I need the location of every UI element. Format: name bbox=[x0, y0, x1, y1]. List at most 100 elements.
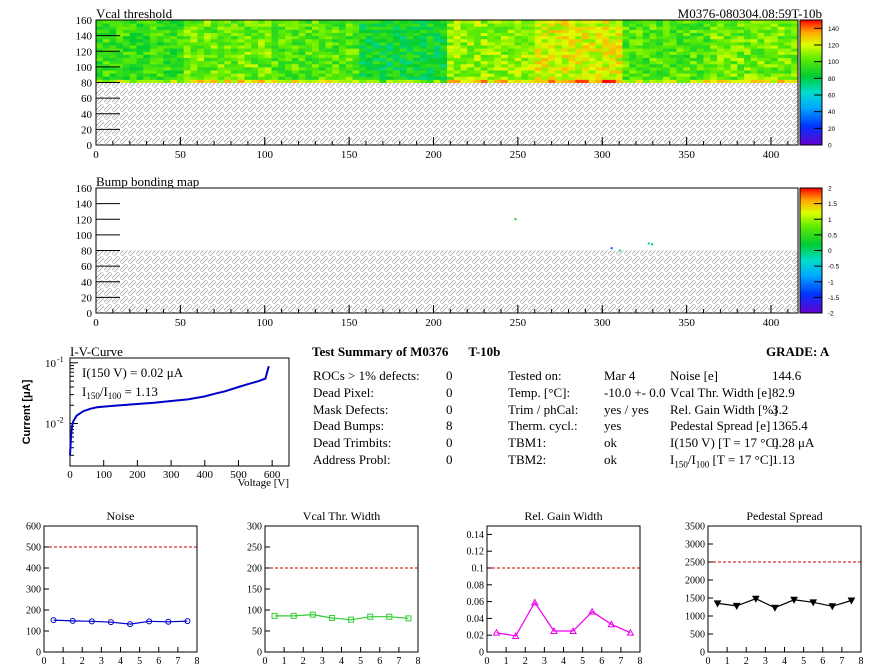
pixel-cell bbox=[588, 20, 596, 24]
pixel-cell bbox=[683, 35, 691, 40]
vcal-y-tick-label: 80 bbox=[81, 78, 93, 90]
pixel-cell bbox=[474, 20, 482, 24]
pixel-cell bbox=[703, 57, 711, 62]
series-line bbox=[274, 613, 409, 621]
pixel-cell bbox=[548, 79, 556, 83]
pixel-cell bbox=[582, 66, 590, 71]
pixel-cell bbox=[339, 63, 347, 68]
pixel-cell bbox=[568, 51, 576, 55]
pixel-cell bbox=[676, 60, 684, 65]
pixel-cell bbox=[595, 79, 603, 83]
y-tick-label: 1500 bbox=[685, 594, 705, 605]
pixel-cell bbox=[521, 66, 529, 71]
pixel-cell bbox=[541, 26, 549, 30]
pixel-cell bbox=[541, 51, 549, 55]
pixel-cell bbox=[683, 20, 691, 24]
pixel-cell bbox=[251, 60, 259, 65]
pixel-cell bbox=[217, 54, 225, 58]
pixel-cell bbox=[764, 51, 772, 55]
pixel-cell bbox=[703, 66, 711, 71]
pixel-cell bbox=[393, 60, 401, 65]
bump-y-tick-label: 0 bbox=[87, 308, 93, 320]
pixel-cell bbox=[507, 48, 515, 52]
pixel-cell bbox=[312, 23, 320, 27]
x-tick-label: 8 bbox=[638, 656, 643, 667]
pixel-cell bbox=[143, 32, 151, 37]
pixel-cell bbox=[683, 51, 691, 55]
pixel-cell bbox=[636, 38, 644, 43]
roc-column bbox=[622, 20, 711, 83]
pixel-cell bbox=[663, 48, 671, 52]
pixel-cell bbox=[129, 51, 137, 55]
pixel-cell bbox=[521, 41, 529, 46]
pixel-cell bbox=[568, 23, 576, 27]
vcal-x-tick-label: 100 bbox=[257, 149, 274, 161]
x-tick-label: 1 bbox=[504, 656, 509, 667]
pixel-cell bbox=[447, 26, 455, 30]
pixel-cell bbox=[136, 45, 144, 49]
pixel-cell bbox=[541, 54, 549, 58]
pixel-cell bbox=[642, 63, 650, 68]
pixel-cell bbox=[96, 73, 104, 77]
pixel-cell bbox=[622, 73, 630, 77]
pixel-cell bbox=[764, 35, 772, 40]
pixel-cell bbox=[359, 63, 367, 68]
pixel-cell bbox=[507, 60, 515, 65]
pixel-cell bbox=[406, 73, 414, 77]
pixel-cell bbox=[237, 73, 245, 77]
pixel-cell bbox=[676, 63, 684, 68]
x-tick-label: 5 bbox=[358, 656, 363, 667]
pixel-cell bbox=[318, 32, 326, 37]
pixel-cell bbox=[744, 60, 752, 65]
pixel-cell bbox=[433, 63, 441, 68]
pixel-cell bbox=[602, 73, 610, 77]
pixel-cell bbox=[676, 35, 684, 40]
pixel-cell bbox=[312, 35, 320, 40]
pixel-cell bbox=[183, 76, 191, 80]
pixel-cell bbox=[244, 48, 252, 52]
pixel-cell bbox=[447, 57, 455, 62]
pixel-cell bbox=[447, 38, 455, 43]
pixel-cell bbox=[676, 79, 684, 83]
data-point bbox=[828, 603, 837, 611]
roc-column bbox=[271, 20, 360, 83]
pixel-cell bbox=[696, 23, 704, 27]
pixel-cell bbox=[406, 60, 414, 65]
pixel-cell bbox=[474, 51, 482, 55]
pixel-cell bbox=[474, 70, 482, 74]
pixel-cell bbox=[501, 26, 509, 30]
pixel-cell bbox=[534, 70, 542, 74]
pixel-cell bbox=[190, 51, 198, 55]
pixel-cell bbox=[460, 63, 468, 68]
pixel-cell bbox=[190, 79, 198, 83]
pixel-cell bbox=[352, 70, 360, 74]
pixel-cell bbox=[642, 51, 650, 55]
pixel-cell bbox=[676, 38, 684, 43]
pixel-cell bbox=[703, 32, 711, 37]
summary-row-value: 0 bbox=[446, 384, 453, 400]
pixel-cell bbox=[757, 41, 765, 46]
pixel-cell bbox=[156, 54, 164, 58]
pixel-cell bbox=[649, 29, 657, 33]
pixel-cell bbox=[609, 57, 617, 62]
iv-x-tick-label: 200 bbox=[129, 469, 146, 481]
pixel-cell bbox=[642, 26, 650, 30]
pixel-cell bbox=[696, 41, 704, 46]
pixel-cell bbox=[757, 54, 765, 58]
pixel-cell bbox=[642, 60, 650, 65]
pixel-cell bbox=[528, 66, 536, 71]
pixel-cell bbox=[150, 73, 158, 77]
pixel-cell bbox=[305, 51, 313, 55]
pixel-cell bbox=[406, 76, 414, 80]
pixel-cell bbox=[582, 51, 590, 55]
pixel-cell bbox=[433, 23, 441, 27]
data-point bbox=[50, 617, 57, 624]
pixel-cell bbox=[474, 79, 482, 83]
pixel-cell bbox=[197, 51, 205, 55]
pixel-cell bbox=[534, 73, 542, 77]
pixel-cell bbox=[325, 26, 333, 30]
y-tick-label: 1000 bbox=[685, 612, 705, 623]
pixel-cell bbox=[224, 32, 232, 37]
pixel-cell bbox=[514, 60, 522, 65]
pixel-cell bbox=[170, 54, 178, 58]
